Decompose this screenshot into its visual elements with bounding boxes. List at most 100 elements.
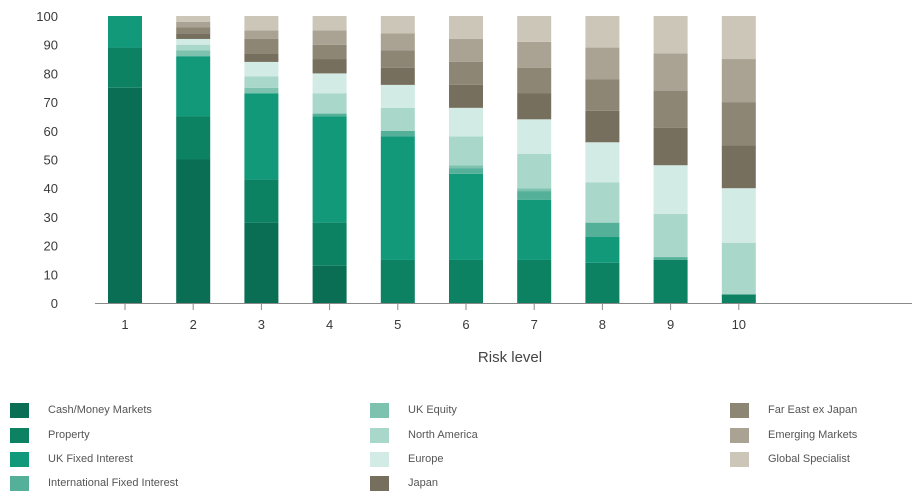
legend-swatch	[10, 427, 29, 443]
bar-segment	[176, 21, 211, 28]
bar-segment	[721, 59, 756, 103]
bar-segment	[517, 188, 552, 192]
bar-segment	[108, 47, 142, 88]
legend-swatch	[730, 451, 749, 467]
bar-segment	[108, 87, 142, 303]
bar-segment	[244, 30, 279, 39]
bar-segment	[585, 262, 620, 303]
bar-segment	[380, 107, 415, 131]
bar-segment	[312, 222, 347, 266]
bar-segment	[312, 73, 347, 94]
bar-segment	[585, 142, 620, 183]
bar-segment	[176, 50, 211, 57]
bar-segment	[312, 44, 347, 60]
legend-label: Europe	[408, 453, 444, 465]
x-tick-label: 4	[326, 317, 333, 332]
bar-segment	[449, 168, 483, 174]
legend-item: Europe	[370, 449, 443, 469]
bar-segment	[380, 130, 415, 137]
y-tick-label: 40	[44, 181, 58, 196]
legend-swatch	[370, 475, 389, 491]
bar-segment	[517, 259, 552, 303]
bar-segment	[244, 222, 279, 303]
bar-segment	[721, 16, 756, 60]
legend-item: UK Equity	[370, 400, 457, 420]
legend-label: Japan	[408, 477, 438, 489]
bar-segment	[380, 136, 415, 260]
legend-item: Global Specialist	[730, 449, 850, 469]
legend-swatch	[730, 427, 749, 443]
bar-segment	[312, 116, 347, 223]
x-tick-label: 7	[531, 317, 538, 332]
y-tick-label: 50	[44, 153, 58, 168]
bar-segment	[176, 56, 211, 117]
bar-segment	[653, 165, 688, 215]
x-tick-label: 6	[462, 317, 469, 332]
legend-item: Far East ex Japan	[730, 400, 857, 420]
bar-segment	[449, 173, 483, 260]
bar-segment	[176, 27, 211, 34]
bar-segment	[449, 107, 483, 137]
legend-item: UK Fixed Interest	[10, 449, 133, 469]
bar-segment	[312, 113, 347, 117]
bar-segment	[244, 38, 279, 54]
bar-segment	[585, 47, 620, 80]
bar-segment	[653, 257, 688, 260]
bar-segment	[176, 33, 211, 39]
bar-segment	[653, 53, 688, 91]
legend-label: North America	[408, 429, 478, 441]
legend-item: North America	[370, 425, 478, 445]
bar-segment	[380, 50, 415, 68]
legend-label: Far East ex Japan	[768, 404, 858, 416]
legend-item: Japan	[370, 473, 438, 493]
legend-item: International Fixed Interest	[10, 473, 178, 493]
legend-swatch	[10, 475, 29, 491]
bar-segment	[517, 16, 552, 42]
bar-segment	[449, 136, 483, 166]
bar-segment	[517, 191, 552, 200]
bar-segment	[449, 84, 483, 108]
bar-segment	[653, 259, 688, 303]
bar-segment	[653, 16, 688, 54]
legend-item: Cash/Money Markets	[10, 400, 152, 420]
x-tick-label: 3	[258, 317, 265, 332]
bar-segment	[653, 127, 688, 166]
y-tick-label: 80	[44, 66, 58, 81]
bar-segment	[449, 259, 483, 303]
bar-segment	[176, 116, 211, 160]
legend-swatch	[370, 427, 389, 443]
legend-label: UK Fixed Interest	[48, 453, 133, 465]
bar-segment	[585, 182, 620, 223]
bar-segment	[244, 76, 279, 88]
bar-segment	[585, 222, 620, 237]
bar-segment	[176, 159, 211, 303]
bar-segment	[585, 79, 620, 111]
y-tick-label: 30	[44, 210, 58, 225]
stacked-bar-chart: 0 10 20 30 40 50 60 70 80 90 100 1 2 3 4 5 6 7 8 9 10 Risk l…	[36, 9, 912, 366]
bar-segment	[244, 61, 279, 77]
y-tick-label: 20	[44, 239, 58, 254]
bar-segment	[721, 242, 756, 295]
bar-segment	[108, 16, 142, 48]
legend-swatch	[370, 451, 389, 467]
bar-segment	[517, 41, 552, 68]
bar-segment	[585, 110, 620, 143]
x-tick-label: 9	[667, 317, 674, 332]
bar-segment	[517, 153, 552, 189]
legend-label: UK Equity	[408, 404, 457, 416]
bar-segment	[449, 16, 483, 39]
bar-segment	[517, 67, 552, 94]
legend-label: Global Specialist	[768, 453, 850, 465]
legend-item: Emerging Markets	[730, 425, 857, 445]
bar-segment	[244, 87, 279, 94]
bar-segment	[176, 44, 211, 51]
bar-segment	[585, 16, 620, 48]
bar-segment	[176, 16, 211, 22]
bar-segment	[721, 102, 756, 146]
legend-swatch	[730, 402, 749, 418]
bar-segment	[653, 214, 688, 258]
bar-segment	[517, 199, 552, 260]
bar-segment	[380, 33, 415, 51]
y-tick-label: 60	[44, 124, 58, 139]
legend-label: Cash/Money Markets	[48, 404, 152, 416]
